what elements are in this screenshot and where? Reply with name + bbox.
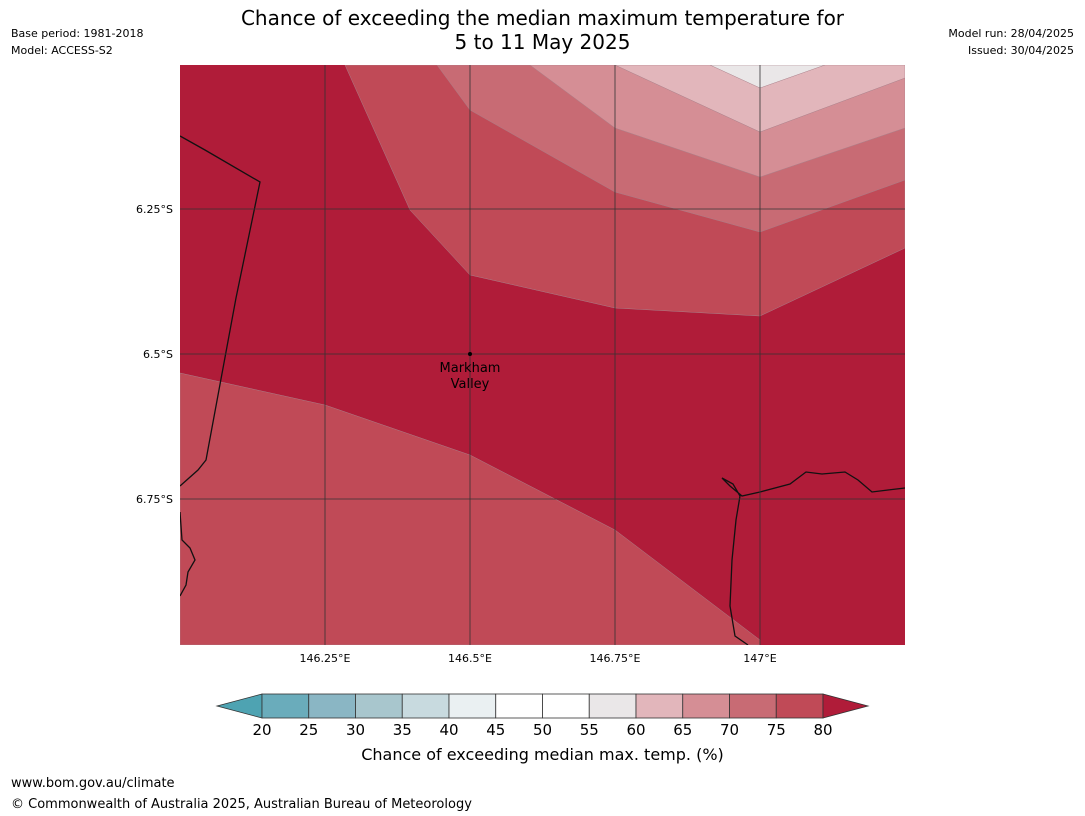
lat-label: 6.5°S [143, 348, 173, 361]
footer: www.bom.gov.au/climate © Commonwealth of… [11, 773, 472, 815]
map-title: Chance of exceeding the median maximum t… [180, 6, 905, 54]
base-period-text: Base period: 1981-2018 [11, 27, 144, 40]
title-line-2: 5 to 11 May 2025 [454, 30, 631, 54]
issued-text: Issued: 30/04/2025 [967, 44, 1074, 57]
colorbar-cell [729, 693, 777, 719]
coastlines [180, 135, 905, 645]
coastline-southwest [180, 511, 196, 597]
lon-label: 147°E [743, 652, 776, 665]
lon-label: 146.5°E [448, 652, 492, 665]
place-label-line-1: Markham [440, 361, 501, 376]
graticule [180, 65, 905, 645]
footer-copyright: © Commonwealth of Australia 2025, Austra… [11, 797, 472, 812]
place-marker [468, 352, 472, 356]
colorbar-cell [495, 693, 543, 719]
lat-label: 6.75°S [136, 493, 173, 506]
colorbar-tick-label: 35 [393, 721, 412, 739]
colorbar-cell [261, 693, 310, 719]
colorbar-ticks: 20 25 30 35 40 45 50 55 60 65 70 75 80 [252, 721, 832, 739]
title-line-1: Chance of exceeding the median maximum t… [240, 6, 845, 30]
colorbar-tick-label: 55 [580, 721, 599, 739]
colorbar-cells [261, 693, 824, 719]
place-label-line-2: Valley [451, 377, 490, 392]
metadata-right: Model run: 28/04/2025 Issued: 30/04/2025 [948, 25, 1074, 59]
colorbar-tick-label: 45 [486, 721, 505, 739]
colorbar-under-arrow [215, 693, 263, 719]
colorbar-label: Chance of exceeding median max. temp. (%… [361, 745, 724, 764]
colorbar-cell [448, 693, 497, 719]
coastline-east [721, 471, 905, 645]
colorbar-tick-label: 60 [626, 721, 645, 739]
model-run-text: Model run: 28/04/2025 [948, 27, 1074, 40]
colorbar-tick-label: 75 [767, 721, 786, 739]
colorbar-tick-label: 40 [439, 721, 458, 739]
colorbar-cell [542, 693, 590, 719]
colorbar-tick-label: 20 [252, 721, 271, 739]
colorbar-cell [682, 693, 730, 719]
colorbar-cell [635, 693, 684, 719]
probability-band-55-60 [709, 65, 826, 89]
coastline-west [180, 135, 261, 487]
colorbar-cell [588, 693, 637, 719]
lat-label: 6.25°S [136, 203, 173, 216]
colorbar-cell [775, 693, 824, 719]
colorbar-cell [308, 693, 356, 719]
lon-label: 146.25°E [300, 652, 351, 665]
metadata-left: Base period: 1981-2018 Model: ACCESS-S2 [11, 25, 143, 59]
colorbar-cell [401, 693, 450, 719]
lon-label: 146.75°E [590, 652, 641, 665]
colorbar-cell [355, 693, 403, 719]
colorbar-tick-label: 25 [299, 721, 318, 739]
colorbar-tick-label: 50 [533, 721, 552, 739]
colorbar-tick-label: 65 [673, 721, 692, 739]
colorbar-over-arrow [822, 693, 870, 719]
colorbar-tick-label: 70 [720, 721, 739, 739]
colorbar-tick-label: 30 [346, 721, 365, 739]
footer-url: www.bom.gov.au/climate [11, 776, 175, 791]
model-text: Model: ACCESS-S2 [11, 44, 113, 57]
colorbar-tick-label: 80 [813, 721, 832, 739]
